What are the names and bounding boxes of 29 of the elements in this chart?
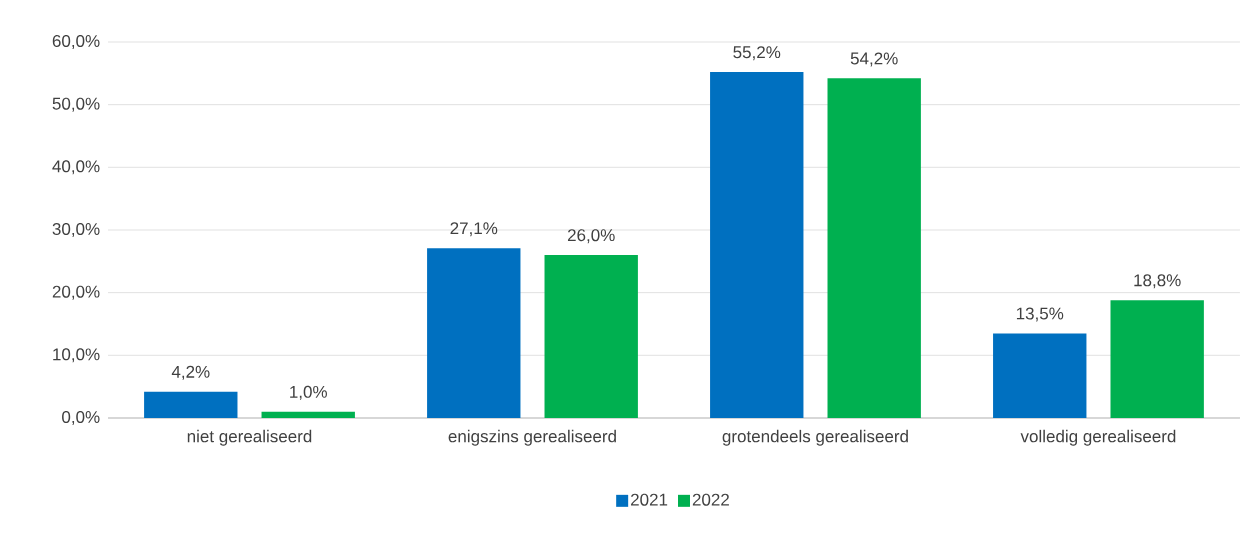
legend-label: 2021 — [631, 493, 668, 506]
data-label: 13,5% — [1016, 307, 1064, 322]
legend-label: 2022 — [692, 493, 729, 506]
y-tick-label: 30,0% — [52, 222, 100, 238]
x-tick-label: niet gerealiseerd — [187, 429, 312, 446]
bar — [827, 78, 921, 418]
y-tick-label: 50,0% — [52, 97, 100, 112]
y-tick-label: 60,0% — [52, 34, 100, 50]
data-label: 55,2% — [733, 46, 781, 61]
bar — [993, 333, 1087, 418]
bar — [427, 248, 521, 418]
data-label: 27,1% — [450, 222, 498, 237]
x-tick-label: enigszins gerealiseerd — [448, 429, 616, 446]
x-tick-label: grotendeels gerealiseerd — [722, 429, 908, 446]
bar — [710, 72, 804, 418]
data-label: 26,0% — [567, 229, 615, 244]
data-label: 4,2% — [171, 365, 210, 380]
y-tick-label: 20,0% — [52, 285, 100, 300]
x-tick-label: volledig gerealiseerd — [1020, 429, 1176, 446]
bar — [544, 255, 638, 418]
bar — [1110, 300, 1204, 418]
bar — [261, 411, 355, 418]
y-tick-label: 0,0% — [62, 410, 100, 426]
data-label: 1,0% — [290, 385, 327, 400]
y-tick-label: 10,0% — [53, 348, 100, 363]
y-tick-label: 40,0% — [52, 160, 100, 175]
data-label: 54,2% — [850, 52, 898, 67]
data-label: 18,8% — [1134, 274, 1181, 289]
bar — [144, 391, 238, 418]
